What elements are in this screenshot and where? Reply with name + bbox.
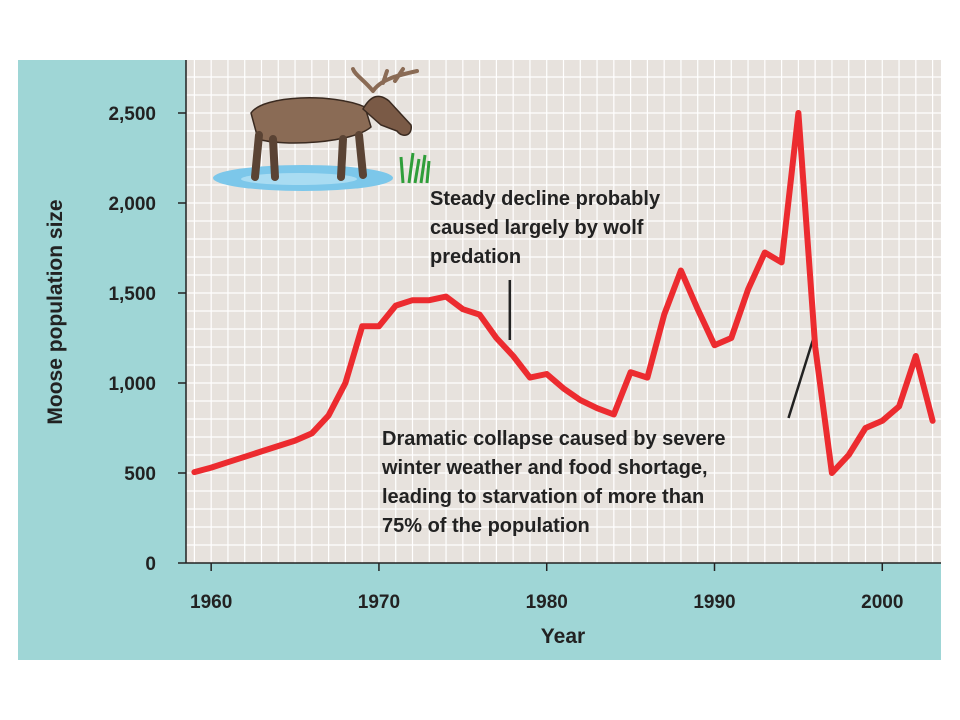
annotation-line: Dramatic collapse caused by severe [382, 428, 726, 450]
annotation-line: caused largely by wolf [430, 217, 644, 239]
moose-legs [251, 131, 367, 181]
y-tick-label: 2,500 [108, 104, 156, 125]
moose-body [250, 97, 372, 144]
y-tick-label: 2,000 [108, 194, 156, 215]
annotation-line: 75% of the population [382, 515, 590, 537]
annotation-wolf-predation: Steady decline probably caused largely b… [430, 188, 666, 268]
chart-svg: 1960 1970 1980 1990 2000 0 500 1,000 1,500 2,000… [18, 60, 941, 660]
x-tick-label: 2000 [861, 592, 903, 613]
annotation-line: predation [430, 246, 521, 268]
y-ticks: 0 500 1,000 1,500 2,000 2,500 [108, 104, 186, 575]
y-axis-label: Moose population size [44, 199, 67, 424]
y-tick-label: 1,500 [108, 284, 156, 305]
x-tick-label: 1970 [358, 592, 400, 613]
y-tick-label: 0 [145, 554, 156, 575]
annotation-collapse: Dramatic collapse caused by severe winte… [381, 428, 731, 537]
grid [186, 60, 941, 563]
water-ripple [241, 173, 357, 185]
x-tick-label: 1980 [526, 592, 568, 613]
moose-antlers [351, 67, 419, 93]
x-axis-label: Year [541, 625, 585, 648]
y-tick-label: 500 [124, 464, 156, 485]
x-tick-label: 1960 [190, 592, 232, 613]
x-ticks: 1960 1970 1980 1990 2000 [190, 563, 903, 613]
x-tick-label: 1990 [693, 592, 735, 613]
annotation-line: winter weather and food shortage, [381, 457, 708, 479]
y-tick-label: 1,000 [108, 374, 156, 395]
annotation-pointer [787, 337, 815, 419]
moose-head [362, 95, 412, 136]
annotation-line: leading to starvation of more than [382, 486, 704, 508]
grass [399, 152, 431, 184]
series-line [191, 110, 936, 476]
annotation-line: Steady decline probably [430, 188, 661, 210]
moose-illustration [213, 67, 431, 191]
annotation-pointers [508, 280, 815, 419]
chart-figure: 1960 1970 1980 1990 2000 0 500 1,000 1,500 2,000… [18, 60, 941, 660]
